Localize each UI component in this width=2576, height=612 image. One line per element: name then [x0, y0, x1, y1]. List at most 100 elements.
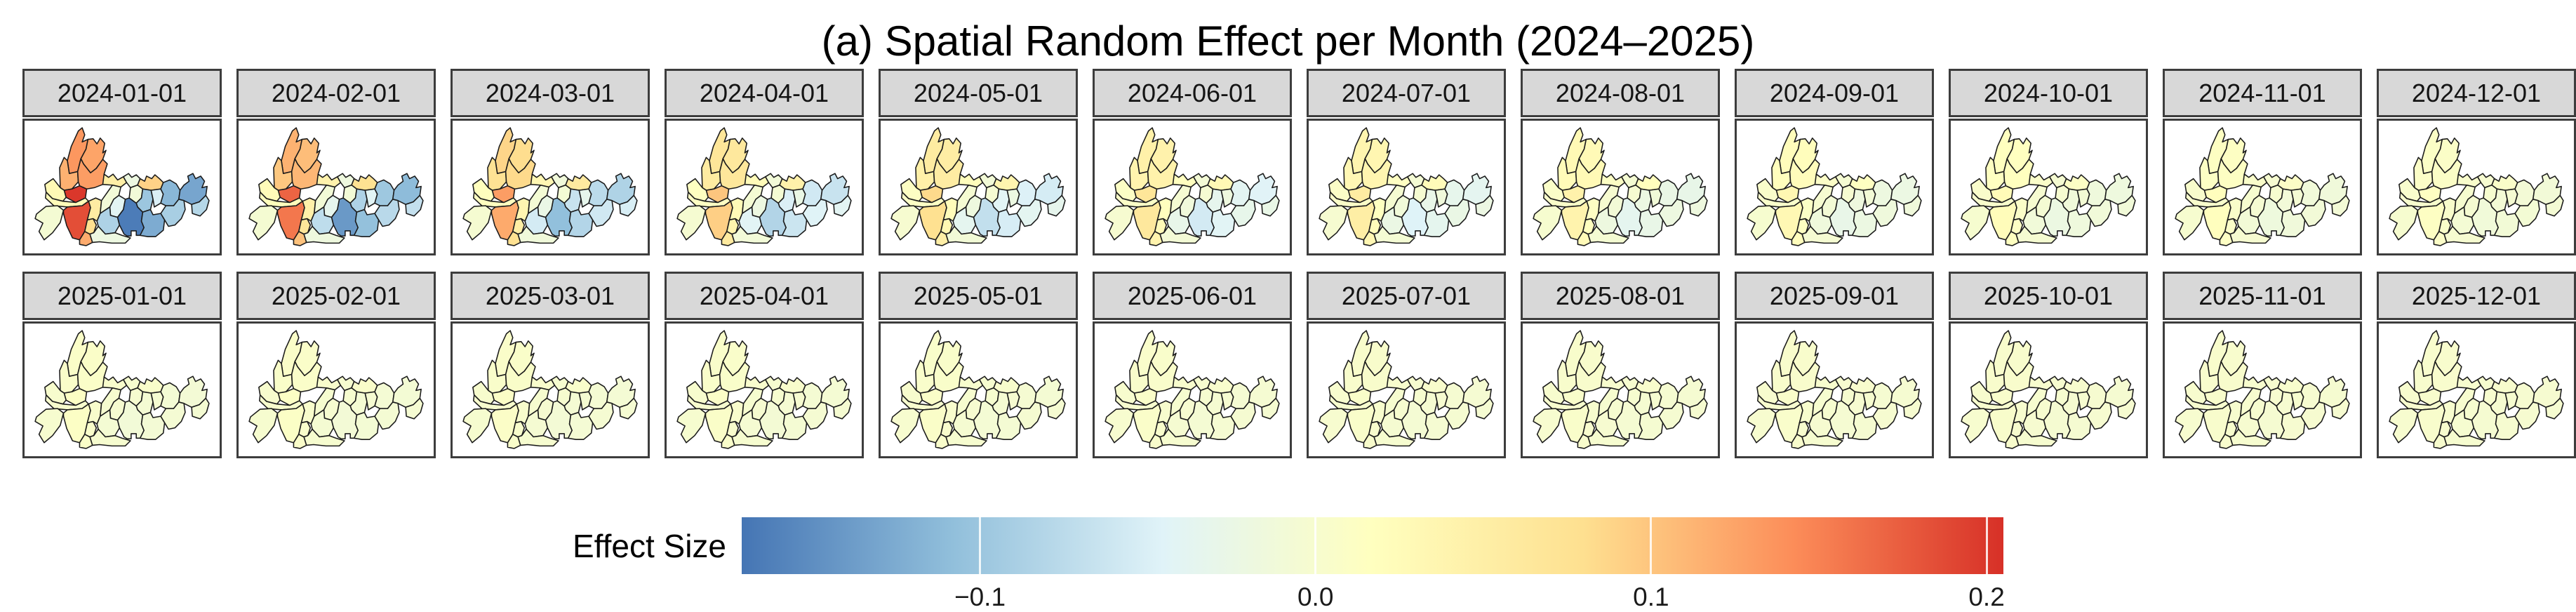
map-region — [2015, 225, 2057, 244]
map-region — [705, 185, 730, 204]
facet-strip-label: 2025-05-01 — [879, 272, 1078, 320]
map-region — [505, 158, 538, 190]
map-region — [2389, 205, 2419, 241]
map-region — [491, 387, 516, 406]
map-region — [63, 387, 88, 406]
map-region — [1016, 401, 1042, 430]
facet-2024-03-01: 2024-03-01 — [451, 69, 650, 255]
facet-2025-10-01: 2025-10-01 — [1949, 272, 2148, 458]
map-region — [310, 409, 335, 438]
choropleth-map — [1747, 330, 1922, 449]
facet-map-panel — [1307, 321, 1506, 458]
map-region — [1808, 206, 1833, 235]
map-region — [374, 199, 400, 227]
map-region — [2086, 199, 2112, 227]
facet-grid: 2024-01-01 2024-02-01 2024-03-01 2024-04-01… — [22, 69, 2576, 458]
map-region — [2003, 361, 2036, 393]
map-region — [1475, 397, 1494, 420]
choropleth-map — [890, 330, 1066, 449]
map-region — [2545, 397, 2564, 420]
map-region — [2300, 199, 2326, 227]
facet-2024-12-01: 2024-12-01 — [2377, 69, 2576, 255]
map-region — [2203, 387, 2228, 406]
map-region — [1903, 397, 1922, 420]
map-region — [96, 409, 121, 438]
facet-strip-label: 2024-06-01 — [1093, 69, 1292, 117]
choropleth-map — [1533, 330, 1708, 449]
choropleth-map — [2389, 330, 2564, 449]
map-region — [1475, 194, 1494, 217]
facet-strip-label: 2025-04-01 — [665, 272, 864, 320]
facet-strip-label: 2024-10-01 — [1949, 69, 2148, 117]
map-region — [1676, 173, 1706, 206]
facet-strip-label: 2024-11-01 — [2163, 69, 2362, 117]
facet-strip-label: 2024-12-01 — [2377, 69, 2576, 117]
facet-2025-05-01: 2025-05-01 — [879, 272, 1078, 458]
map-region — [919, 387, 944, 406]
facet-2024-11-01: 2024-11-01 — [2163, 69, 2362, 255]
map-region — [2417, 185, 2442, 204]
map-region — [1373, 225, 1415, 244]
map-region — [1444, 401, 1470, 430]
facet-strip-label: 2024-02-01 — [236, 69, 436, 117]
map-region — [2022, 409, 2047, 438]
map-region — [2236, 409, 2261, 438]
map-region — [1747, 205, 1777, 241]
map-region — [2086, 401, 2112, 430]
choropleth-map — [2175, 330, 2350, 449]
map-region — [1248, 375, 1278, 408]
facet-map-panel — [1307, 119, 1506, 255]
map-region — [405, 194, 424, 217]
facet-2025-09-01: 2025-09-01 — [1735, 272, 1934, 458]
map-region — [676, 408, 707, 444]
choropleth-map — [34, 330, 210, 449]
map-region — [1890, 375, 1920, 408]
map-region — [2117, 397, 2136, 420]
facet-2024-10-01: 2024-10-01 — [1949, 69, 2148, 255]
map-region — [2389, 408, 2419, 444]
map-region — [178, 173, 208, 206]
map-region — [2331, 194, 2350, 217]
map-region — [248, 205, 279, 241]
map-region — [820, 173, 850, 206]
map-region — [952, 409, 977, 438]
map-region — [2417, 387, 2442, 406]
facet-strip-label: 2025-12-01 — [2377, 272, 2576, 320]
map-region — [1575, 361, 1608, 393]
map-region — [2545, 194, 2564, 217]
map-region — [1587, 428, 1629, 447]
map-region — [619, 194, 638, 217]
facet-2025-08-01: 2025-08-01 — [1521, 272, 1720, 458]
map-region — [1658, 199, 1684, 227]
page-title: (a) Spatial Random Effect per Month (202… — [821, 18, 1755, 65]
map-region — [277, 185, 302, 204]
facet-strip-label: 2025-11-01 — [2163, 272, 2362, 320]
map-region — [933, 361, 966, 393]
map-region — [1016, 199, 1042, 227]
map-region — [2450, 409, 2475, 438]
map-region — [178, 375, 208, 408]
map-region — [802, 199, 828, 227]
map-region — [606, 173, 636, 206]
map-region — [2104, 375, 2134, 408]
map-region — [1105, 205, 1135, 241]
map-region — [1319, 205, 1349, 241]
map-region — [1801, 225, 1843, 244]
map-region — [731, 428, 773, 447]
map-region — [1872, 199, 1898, 227]
facet-2024-08-01: 2024-08-01 — [1521, 69, 1720, 255]
map-region — [517, 225, 559, 244]
facet-2025-01-01: 2025-01-01 — [22, 272, 222, 458]
map-region — [1594, 409, 1619, 438]
facet-map-panel — [22, 321, 222, 458]
map-region — [1890, 173, 1920, 206]
choropleth-map — [1319, 330, 1494, 449]
map-region — [738, 206, 763, 235]
facet-strip-label: 2025-02-01 — [236, 272, 436, 320]
facet-2025-12-01: 2025-12-01 — [2377, 272, 2576, 458]
facet-2024-05-01: 2024-05-01 — [879, 69, 1078, 255]
map-region — [2443, 225, 2485, 244]
map-region — [1230, 401, 1256, 430]
colorbar-tick-label: 0.1 — [1633, 583, 1669, 611]
facet-strip-label: 2025-08-01 — [1521, 272, 1720, 320]
